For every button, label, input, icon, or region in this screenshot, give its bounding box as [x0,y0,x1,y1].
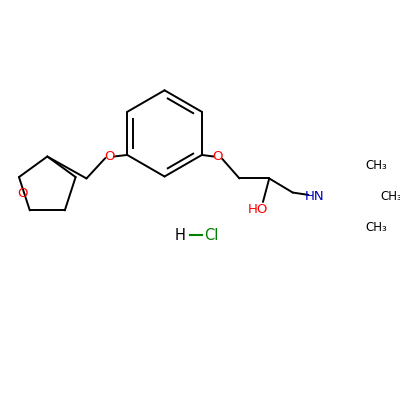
Text: CH₃: CH₃ [365,159,387,172]
Text: CH₃: CH₃ [365,221,387,234]
Text: CH₃: CH₃ [380,190,400,203]
Text: O: O [105,150,115,163]
Text: Cl: Cl [204,228,219,243]
Text: H: H [175,228,186,243]
Text: O: O [18,187,28,200]
Text: HO: HO [248,203,268,216]
Text: O: O [212,150,223,163]
Text: HN: HN [305,190,324,203]
